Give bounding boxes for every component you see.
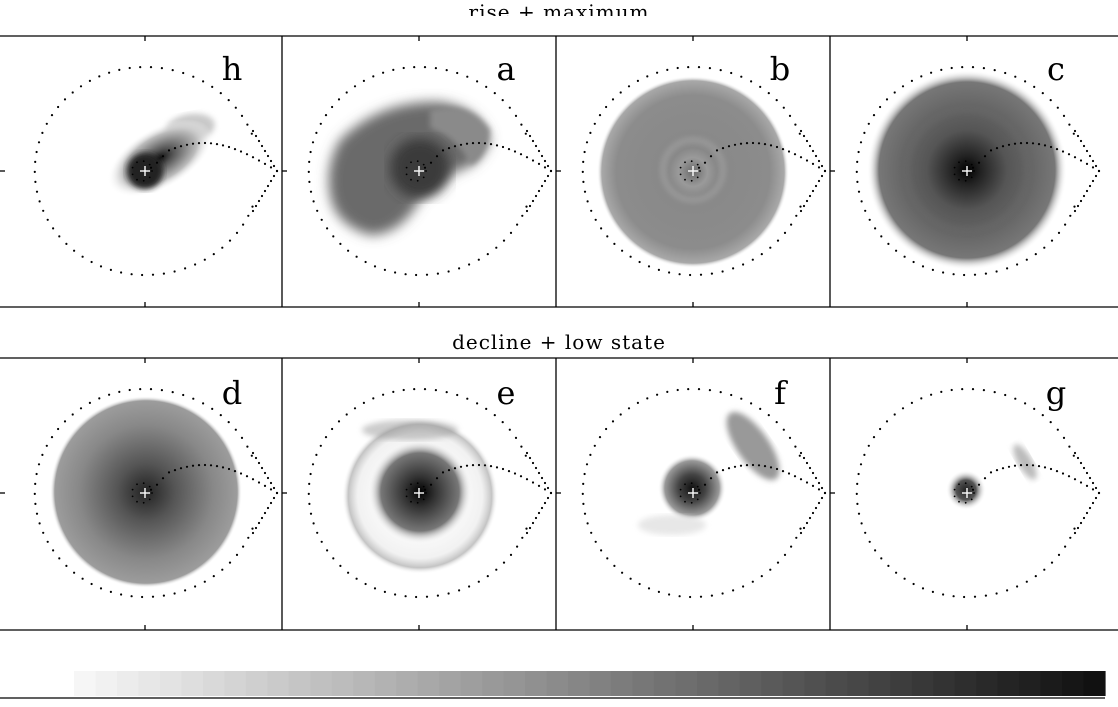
panel-e bbox=[342, 418, 498, 574]
colorbar-step-40 bbox=[933, 671, 956, 696]
outline-0 bbox=[33, 66, 279, 277]
colorbar-step-7 bbox=[224, 671, 247, 696]
panel-label-a: a bbox=[496, 50, 515, 88]
colorbar-step-24 bbox=[589, 671, 612, 696]
center-marker-4 bbox=[140, 488, 150, 498]
colorbar-step-9 bbox=[267, 671, 290, 696]
outline-2 bbox=[581, 66, 827, 277]
colorbar-step-25 bbox=[610, 671, 634, 696]
colorbar-step-33 bbox=[782, 671, 805, 696]
panel-label-g: g bbox=[1046, 374, 1066, 412]
colorbar-step-41 bbox=[954, 671, 977, 696]
colorbar-step-28 bbox=[675, 671, 698, 696]
colorbar-step-6 bbox=[202, 671, 225, 696]
colorbar-step-17 bbox=[439, 671, 462, 696]
panel-label-b: b bbox=[770, 50, 790, 88]
colorbar-step-36 bbox=[847, 671, 870, 696]
center-marker-5 bbox=[414, 488, 424, 498]
panel-a bbox=[328, 101, 490, 236]
panel-label-h: h bbox=[222, 50, 243, 88]
colorbar-step-22 bbox=[546, 671, 569, 696]
colorbar-step-13 bbox=[353, 671, 376, 696]
panel-g bbox=[946, 444, 1037, 510]
center-marker-2 bbox=[688, 166, 698, 176]
center-marker-6 bbox=[688, 488, 698, 498]
panel-labels: h a b c d e f g bbox=[222, 50, 1067, 412]
colorbar-step-29 bbox=[696, 671, 719, 696]
colorbar-step-18 bbox=[460, 671, 483, 696]
colorbar-step-20 bbox=[503, 671, 526, 696]
panel-label-e: e bbox=[497, 374, 516, 412]
panel-label-c: c bbox=[1047, 50, 1065, 88]
colorbar-step-2 bbox=[116, 671, 140, 696]
colorbar-step-39 bbox=[911, 671, 934, 696]
colorbar-step-31 bbox=[739, 671, 762, 696]
colorbar-step-0 bbox=[74, 671, 97, 696]
center-markers bbox=[140, 166, 972, 498]
colorbar bbox=[74, 671, 1106, 696]
colorbar-step-37 bbox=[868, 671, 891, 696]
colorbar-step-26 bbox=[632, 671, 655, 696]
colorbar-step-38 bbox=[890, 671, 913, 696]
colorbar-step-4 bbox=[159, 671, 182, 696]
colorbar-step-3 bbox=[138, 671, 161, 696]
colorbar-step-1 bbox=[95, 671, 118, 696]
panel-label-d: d bbox=[222, 374, 242, 412]
colorbar-step-44 bbox=[1019, 671, 1042, 696]
colorbar-step-30 bbox=[718, 671, 741, 696]
colorbar-step-47 bbox=[1083, 671, 1106, 696]
top-row-title: rise + maximum bbox=[468, 2, 650, 16]
colorbar-step-19 bbox=[482, 671, 505, 696]
outline-6 bbox=[581, 388, 827, 599]
outline-5 bbox=[307, 388, 553, 599]
panel-d bbox=[50, 396, 242, 588]
center-marker-1 bbox=[414, 166, 424, 176]
colorbar-step-14 bbox=[374, 671, 397, 696]
colorbar-step-34 bbox=[804, 671, 827, 696]
colorbar-step-5 bbox=[181, 671, 204, 696]
colorbar-step-35 bbox=[825, 671, 848, 696]
colorbar-step-27 bbox=[653, 671, 677, 696]
center-marker-3 bbox=[962, 166, 972, 176]
colorbar-step-42 bbox=[976, 671, 999, 696]
center-marker-7 bbox=[962, 488, 972, 498]
colorbar-step-21 bbox=[525, 671, 548, 696]
colorbar-step-32 bbox=[761, 671, 784, 696]
colorbar-step-12 bbox=[331, 671, 354, 696]
outline-7 bbox=[855, 388, 1101, 599]
center-marker-0 bbox=[140, 166, 150, 176]
dotted-outlines bbox=[33, 66, 1101, 599]
panel-f bbox=[638, 411, 780, 535]
panel-frames bbox=[0, 35, 1118, 631]
outline-3 bbox=[855, 66, 1101, 277]
colorbar-step-45 bbox=[1040, 671, 1063, 696]
panel-h bbox=[107, 113, 215, 197]
colorbar-step-16 bbox=[417, 671, 440, 696]
colorbar-step-23 bbox=[568, 671, 591, 696]
panel-label-f: f bbox=[774, 374, 788, 412]
colorbar-step-43 bbox=[997, 671, 1020, 696]
colorbar-step-11 bbox=[310, 671, 333, 696]
outline-1 bbox=[307, 66, 553, 277]
bottom-row-title: decline + low state bbox=[452, 330, 666, 354]
colorbar-step-46 bbox=[1062, 671, 1085, 696]
colorbar-step-15 bbox=[396, 671, 419, 696]
colorbar-step-8 bbox=[245, 671, 268, 696]
colorbar-step-10 bbox=[288, 671, 311, 696]
outline-4 bbox=[33, 388, 279, 599]
